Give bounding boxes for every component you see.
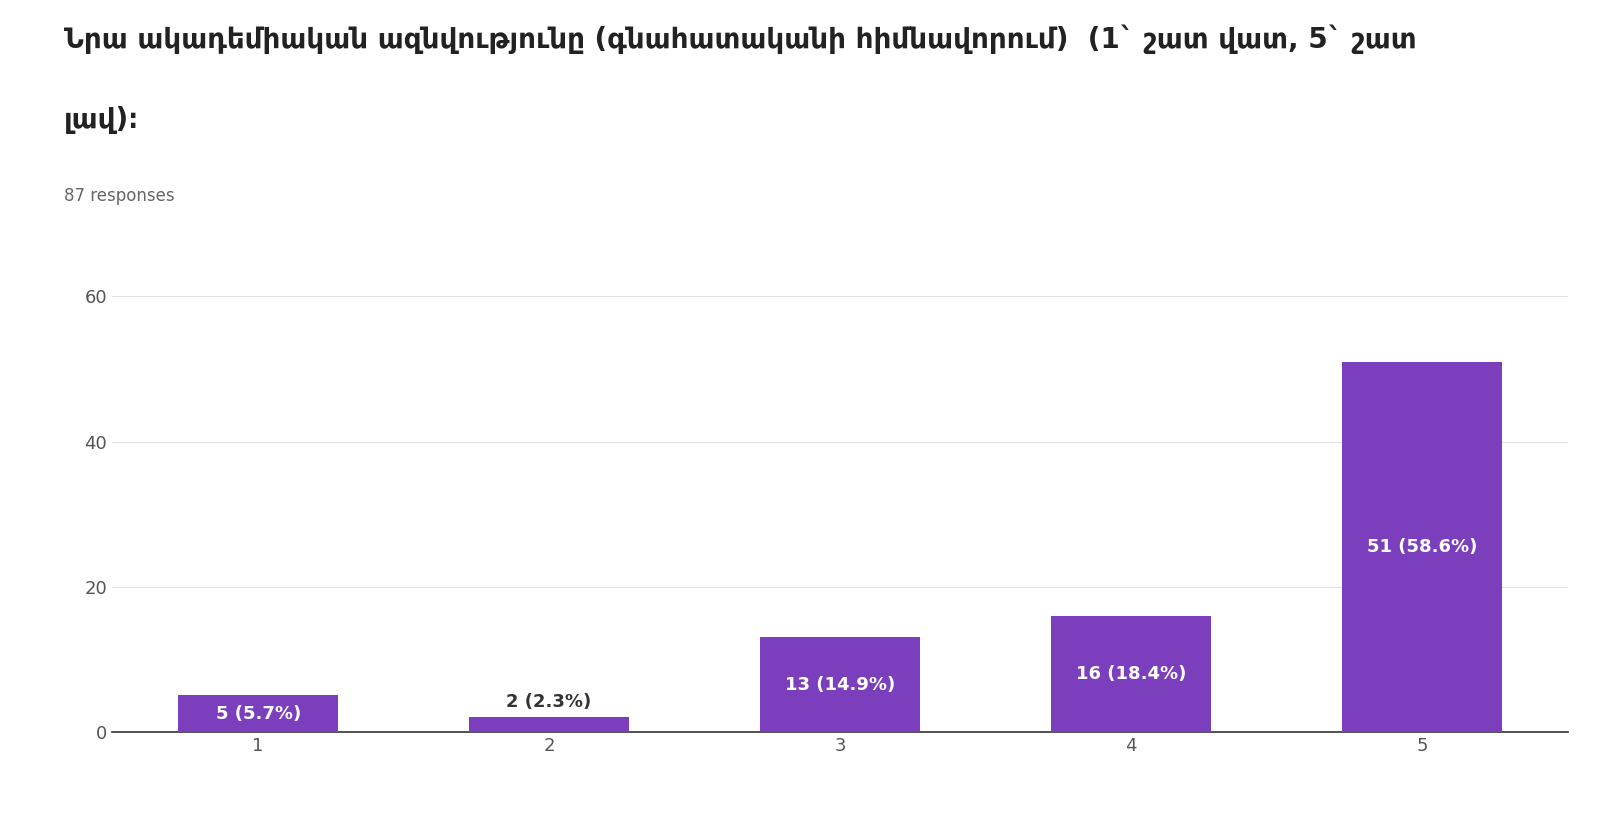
Bar [1342, 362, 1502, 732]
Text: 2 (2.3%): 2 (2.3%) [507, 693, 592, 711]
Bar [1051, 615, 1211, 732]
Text: լավ)։: լավ)։ [64, 106, 139, 133]
Text: 5 (5.7%): 5 (5.7%) [216, 705, 301, 723]
Text: 87 responses: 87 responses [64, 187, 174, 205]
Bar [178, 695, 338, 732]
Text: 16 (18.4%): 16 (18.4%) [1075, 665, 1186, 683]
Bar [469, 717, 629, 732]
Text: Նրա ակադեմիական ազնվությունը (գնահատականի հիմնավորում)  (1` շատ վատ, 5` շատ: Նրա ակադեմիական ազնվությունը (գնահատական… [64, 24, 1416, 54]
Text: 51 (58.6%): 51 (58.6%) [1366, 537, 1477, 556]
Bar [760, 637, 920, 732]
Text: 13 (14.9%): 13 (14.9%) [786, 676, 894, 693]
